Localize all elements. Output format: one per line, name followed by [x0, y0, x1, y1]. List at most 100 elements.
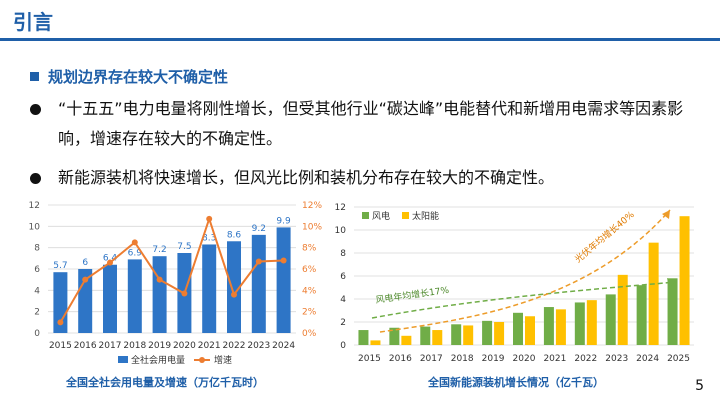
- chart1-y-tick: 4: [34, 286, 40, 296]
- chart1-bar-label: 9.9: [276, 216, 291, 226]
- chart2-wind-trend-arrow: [371, 281, 677, 319]
- chart1-x-tick: 2016: [74, 341, 97, 351]
- chart1-legend-label: 增速: [214, 354, 232, 366]
- chart1-y2-tick: 0%: [302, 329, 317, 339]
- chart2-annotation-wind: 风电年均增长17%: [375, 284, 450, 306]
- chart2-bar-wind: [482, 320, 493, 345]
- chart2-y-tick: 6: [340, 272, 346, 282]
- chart2-bar-solar: [648, 242, 659, 345]
- chart1-y2-tick: 2%: [302, 308, 317, 318]
- chart2-bar-wind: [389, 327, 400, 345]
- chart2-x-tick: 2025: [667, 354, 690, 364]
- chart2-bar-solar: [494, 322, 505, 345]
- chart2-bar-wind: [543, 307, 554, 345]
- title-bar: 引言: [0, 0, 720, 38]
- chart2-x-tick: 2019: [482, 354, 505, 364]
- chart1-growth-line: [59, 215, 284, 323]
- chart1-growth-point: [82, 276, 89, 283]
- square-bullet-icon: [30, 72, 39, 81]
- chart1-x-tick: 2024: [272, 341, 295, 351]
- chart1-growth-point: [255, 258, 262, 265]
- chart2-y-tick: 10: [335, 226, 347, 236]
- chart1-x-tick: 2018: [123, 341, 146, 351]
- chart1-x-tick: 2020: [173, 341, 196, 351]
- chart2-bar-solar: [679, 216, 690, 345]
- bullet-dot-icon: [30, 104, 41, 115]
- chart2-y-tick: 12: [335, 203, 346, 213]
- chart1-x-tick: 2019: [148, 341, 171, 351]
- chart1-growth-point: [156, 276, 163, 283]
- chart1-growth-point: [57, 319, 64, 326]
- chart2-y-tick: 8: [340, 249, 346, 259]
- chart1-bar-label: 6: [82, 258, 88, 268]
- chart1-legend-marker: [199, 357, 205, 363]
- chart1-bar: [202, 244, 217, 333]
- chart2-wind-trend-arrowhead: [667, 278, 676, 287]
- chart2-x-tick: 2020: [513, 354, 536, 364]
- chart2-bar-wind: [667, 278, 678, 345]
- chart1-caption: 全国全社会用电量及增速（万亿千瓦时）: [66, 376, 264, 389]
- chart1-y-tick: 0: [34, 329, 40, 339]
- chart1-bar-label: 5.7: [53, 261, 67, 271]
- chart2-bar-wind: [420, 326, 431, 345]
- chart1-y2-tick: 6%: [302, 265, 317, 275]
- chart1-legend-label: 全社会用电量: [131, 354, 185, 366]
- chart2-legend-swatch-wind: [362, 212, 369, 219]
- chart2-bar-wind: [636, 285, 647, 345]
- bullet-item: “十五五”电力电量将刚性增长，但受其他行业“碳达峰”电能替代和新增用电需求等因素…: [30, 94, 710, 154]
- chart2-x-tick: 2024: [636, 354, 659, 364]
- chart2-legend-label: 太阳能: [412, 210, 439, 222]
- chart1-y-tick: 6: [34, 265, 40, 275]
- chart2-bar-wind: [358, 330, 369, 345]
- chart1-bar-label: 6.4: [103, 254, 118, 264]
- chart1-bar: [276, 227, 291, 333]
- chart1-y-tick: 12: [29, 201, 40, 211]
- chart1-legend-swatch-bars: [118, 356, 128, 363]
- chart1-growth-point: [231, 291, 237, 298]
- chart1-bar: [227, 241, 241, 333]
- chart1-y-tick: 8: [34, 244, 40, 254]
- chart2-bar-solar: [463, 325, 474, 345]
- chart2-solar-trend-arrow: [379, 209, 671, 333]
- chart2-bar-wind: [451, 324, 462, 345]
- chart2-bar-solar: [401, 335, 412, 345]
- chart2-x-tick: 2016: [389, 354, 412, 364]
- chart1-growth-point: [107, 259, 113, 266]
- chart1-bar-label: 8.3: [202, 233, 216, 243]
- title-divider: [0, 38, 720, 41]
- chart2-x-tick: 2021: [543, 354, 566, 364]
- chart2-solar-trend-arrowhead: [662, 210, 670, 219]
- chart1-y2-tick: 8%: [302, 244, 317, 254]
- section-heading: 规划边界存在较大不确定性: [30, 66, 228, 87]
- chart2-bar-wind: [513, 312, 523, 345]
- chart1-bar: [127, 259, 142, 333]
- bullet-dot-icon: [30, 173, 41, 184]
- chart1-bar: [152, 256, 167, 333]
- chart2-bar-solar: [586, 300, 597, 345]
- bullet-text: “十五五”电力电量将刚性增长，但受其他行业“碳达峰”电能替代和新增用电需求等因素…: [58, 99, 684, 148]
- chart1-y-tick: 2: [34, 308, 40, 318]
- chart1-y2-tick: 10%: [302, 222, 322, 232]
- chart1-bar-label: 7.2: [152, 245, 166, 255]
- chart2-y-tick: 2: [340, 318, 346, 328]
- page-number: 5: [695, 378, 704, 394]
- chart2-y-tick: 4: [340, 295, 346, 305]
- chart1-growth-point: [131, 239, 138, 246]
- chart1-bar-label: 7.5: [177, 242, 191, 252]
- chart1-growth-point: [280, 257, 287, 264]
- chart2-x-tick: 2015: [358, 354, 381, 364]
- chart2-bar-wind: [605, 294, 616, 345]
- chart1-x-tick: 2021: [198, 341, 221, 351]
- chart1-x-tick: 2023: [247, 341, 270, 351]
- chart2-annotation-solar: 光伏年均增长40%: [572, 208, 637, 265]
- chart2-bar-solar: [555, 309, 566, 345]
- chart2-bar-solar: [525, 316, 535, 345]
- chart2-bar-solar: [617, 274, 628, 345]
- chart2-legend-swatch-solar: [402, 212, 409, 219]
- chart1-x-tick: 2015: [49, 341, 72, 351]
- chart1-bar-label: 6.9: [128, 248, 143, 258]
- chart2-bar-solar: [432, 330, 443, 345]
- chart2-bar-wind: [574, 302, 585, 345]
- chart1-x-tick: 2017: [99, 341, 122, 351]
